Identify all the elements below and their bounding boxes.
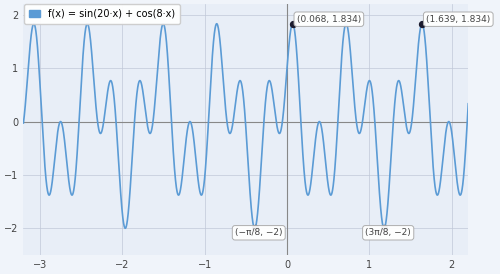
Point	[250, 226, 258, 230]
Text: (1.639, 1.834): (1.639, 1.834)	[426, 15, 490, 24]
Point	[418, 21, 426, 26]
Point	[380, 226, 388, 230]
Text: (3π/8, −2): (3π/8, −2)	[366, 228, 411, 237]
Text: (−π/8, −2): (−π/8, −2)	[235, 228, 282, 237]
Point	[288, 21, 296, 26]
Text: (0.068, 1.834): (0.068, 1.834)	[296, 15, 361, 24]
Legend: f(x) = sin(20·x) + cos(8·x): f(x) = sin(20·x) + cos(8·x)	[24, 4, 180, 24]
